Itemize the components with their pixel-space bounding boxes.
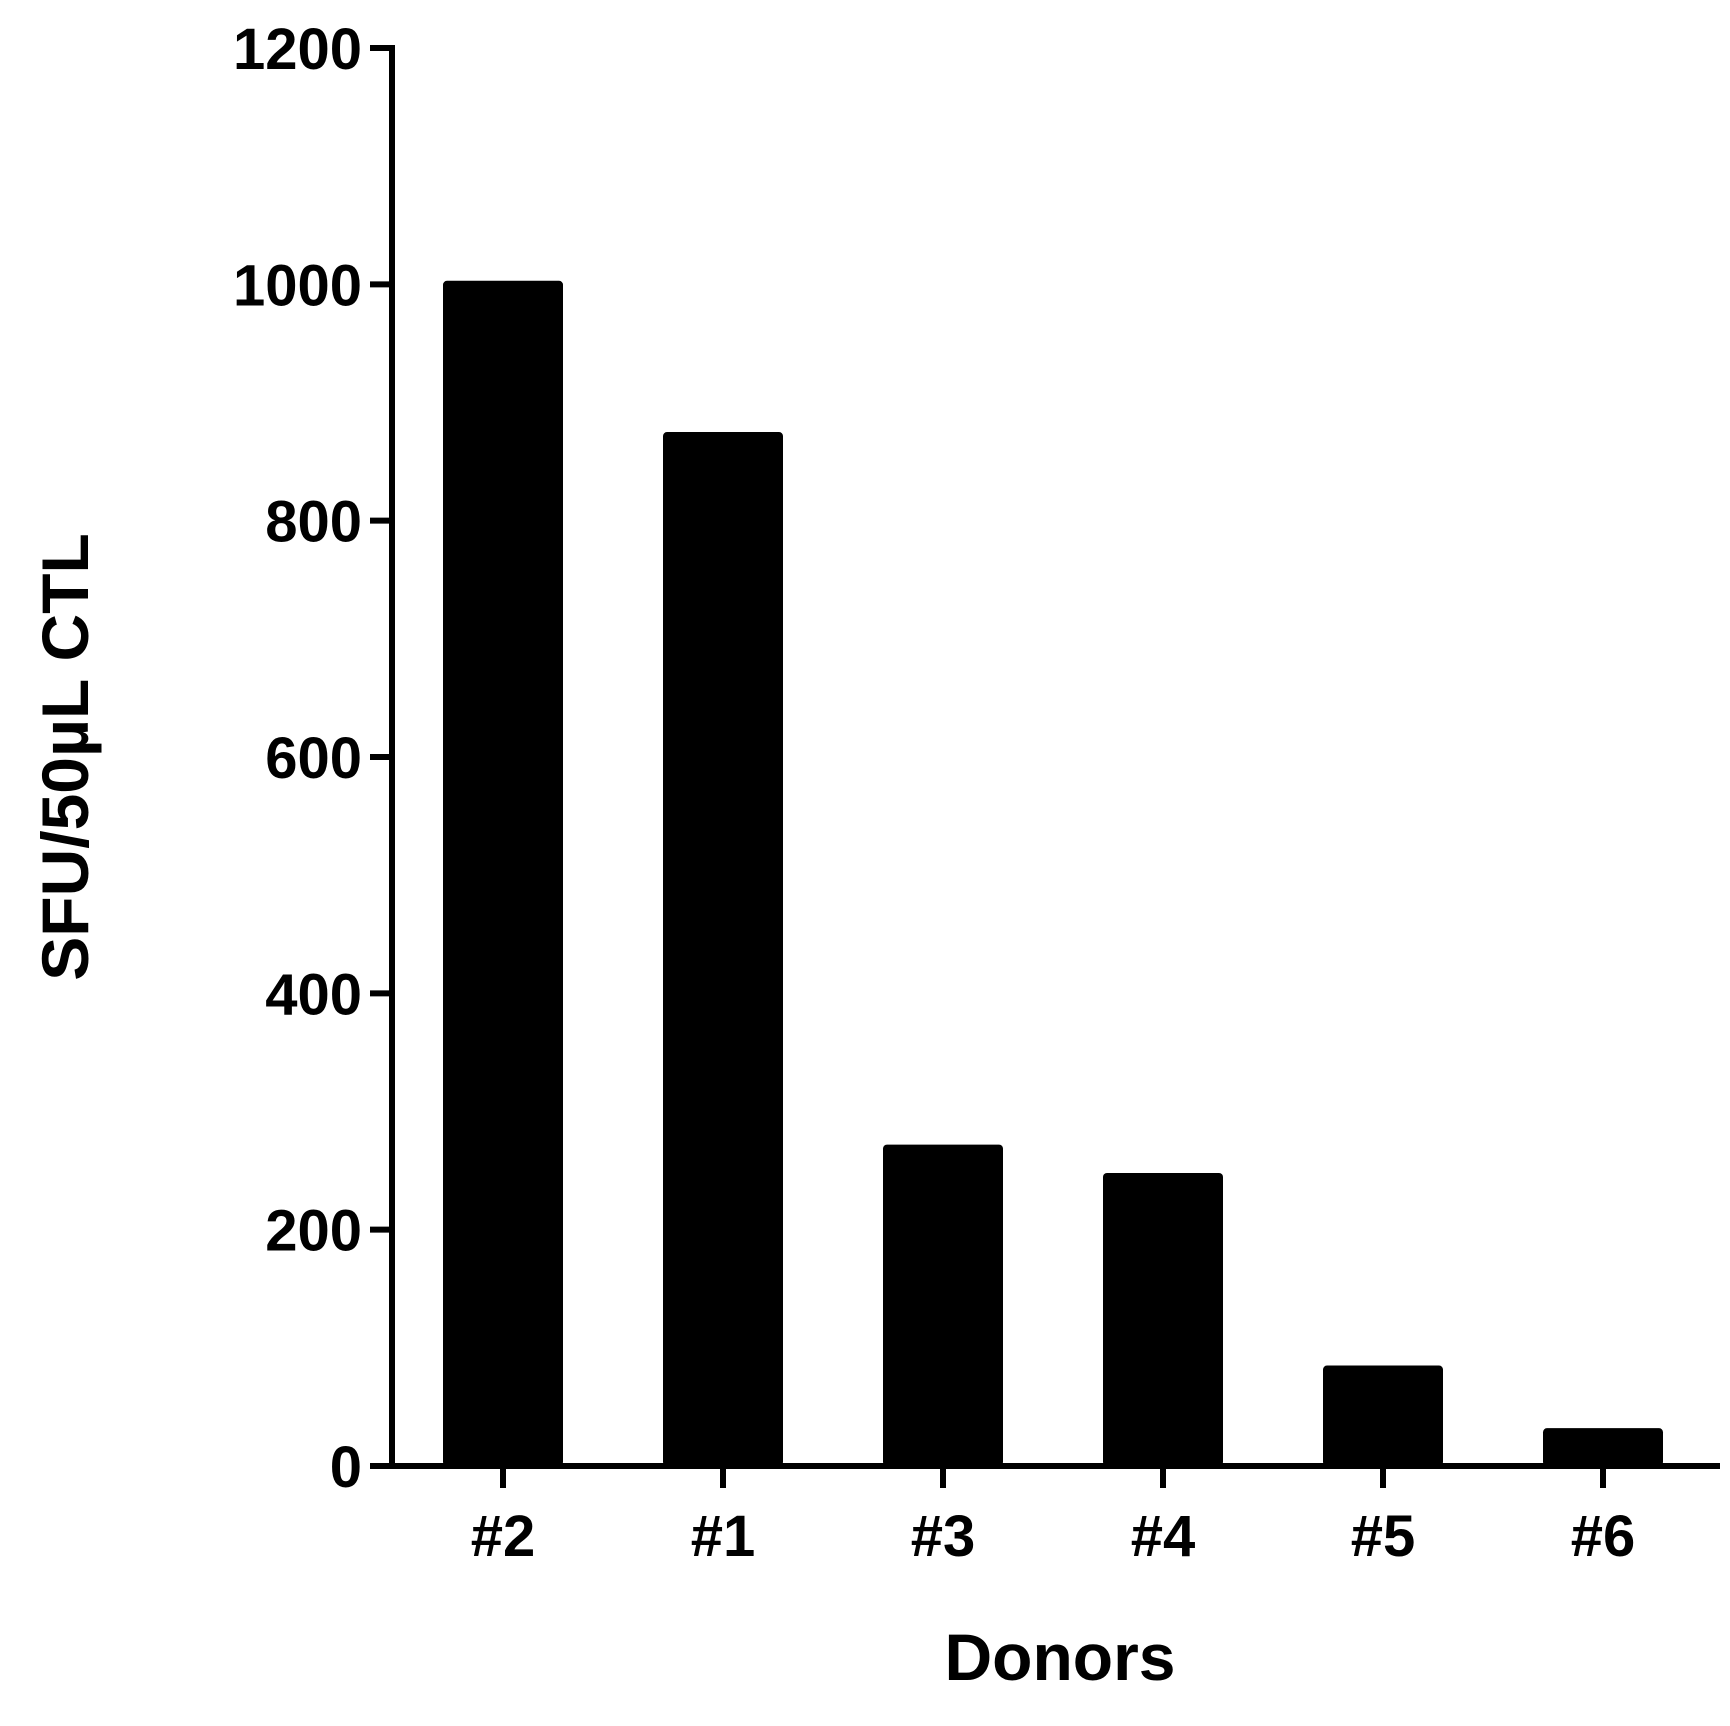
bar-donor-3 xyxy=(883,1144,1003,1466)
y-tick-label: 1200 xyxy=(233,17,362,82)
bar-donor-2 xyxy=(443,280,563,1466)
y-tick-label: 200 xyxy=(265,1199,362,1264)
bar-donor-4 xyxy=(1103,1172,1223,1466)
x-tick-label: #6 xyxy=(1571,1504,1636,1569)
y-axis: 0 200 400 600 800 1000 1200 xyxy=(233,17,395,1500)
y-ticks: 0 200 400 600 800 1000 1200 xyxy=(233,17,392,1500)
y-tick-label: 1000 xyxy=(233,253,362,318)
x-tick-label: #1 xyxy=(691,1504,756,1569)
x-axis: #2 #1 #3 #4 #5 #6 xyxy=(370,1463,1720,1569)
x-tick-label: #2 xyxy=(471,1504,536,1569)
bars-group xyxy=(443,280,1663,1467)
y-tick-label: 600 xyxy=(265,726,362,791)
x-axis-title: Donors xyxy=(945,1620,1176,1694)
y-axis-title: SFU/50µL CTL xyxy=(28,533,102,981)
bar-donor-1 xyxy=(663,432,783,1467)
y-tick-label: 0 xyxy=(330,1435,362,1500)
x-ticks: #2 #1 #3 #4 #5 #6 xyxy=(471,1466,1636,1569)
x-tick-label: #4 xyxy=(1131,1504,1196,1569)
bar-donor-6 xyxy=(1543,1428,1663,1466)
x-tick-label: #5 xyxy=(1351,1504,1416,1569)
y-tick-label: 800 xyxy=(265,490,362,555)
bar-donor-5 xyxy=(1323,1365,1443,1466)
x-tick-label: #3 xyxy=(911,1504,976,1569)
y-tick-label: 400 xyxy=(265,962,362,1027)
